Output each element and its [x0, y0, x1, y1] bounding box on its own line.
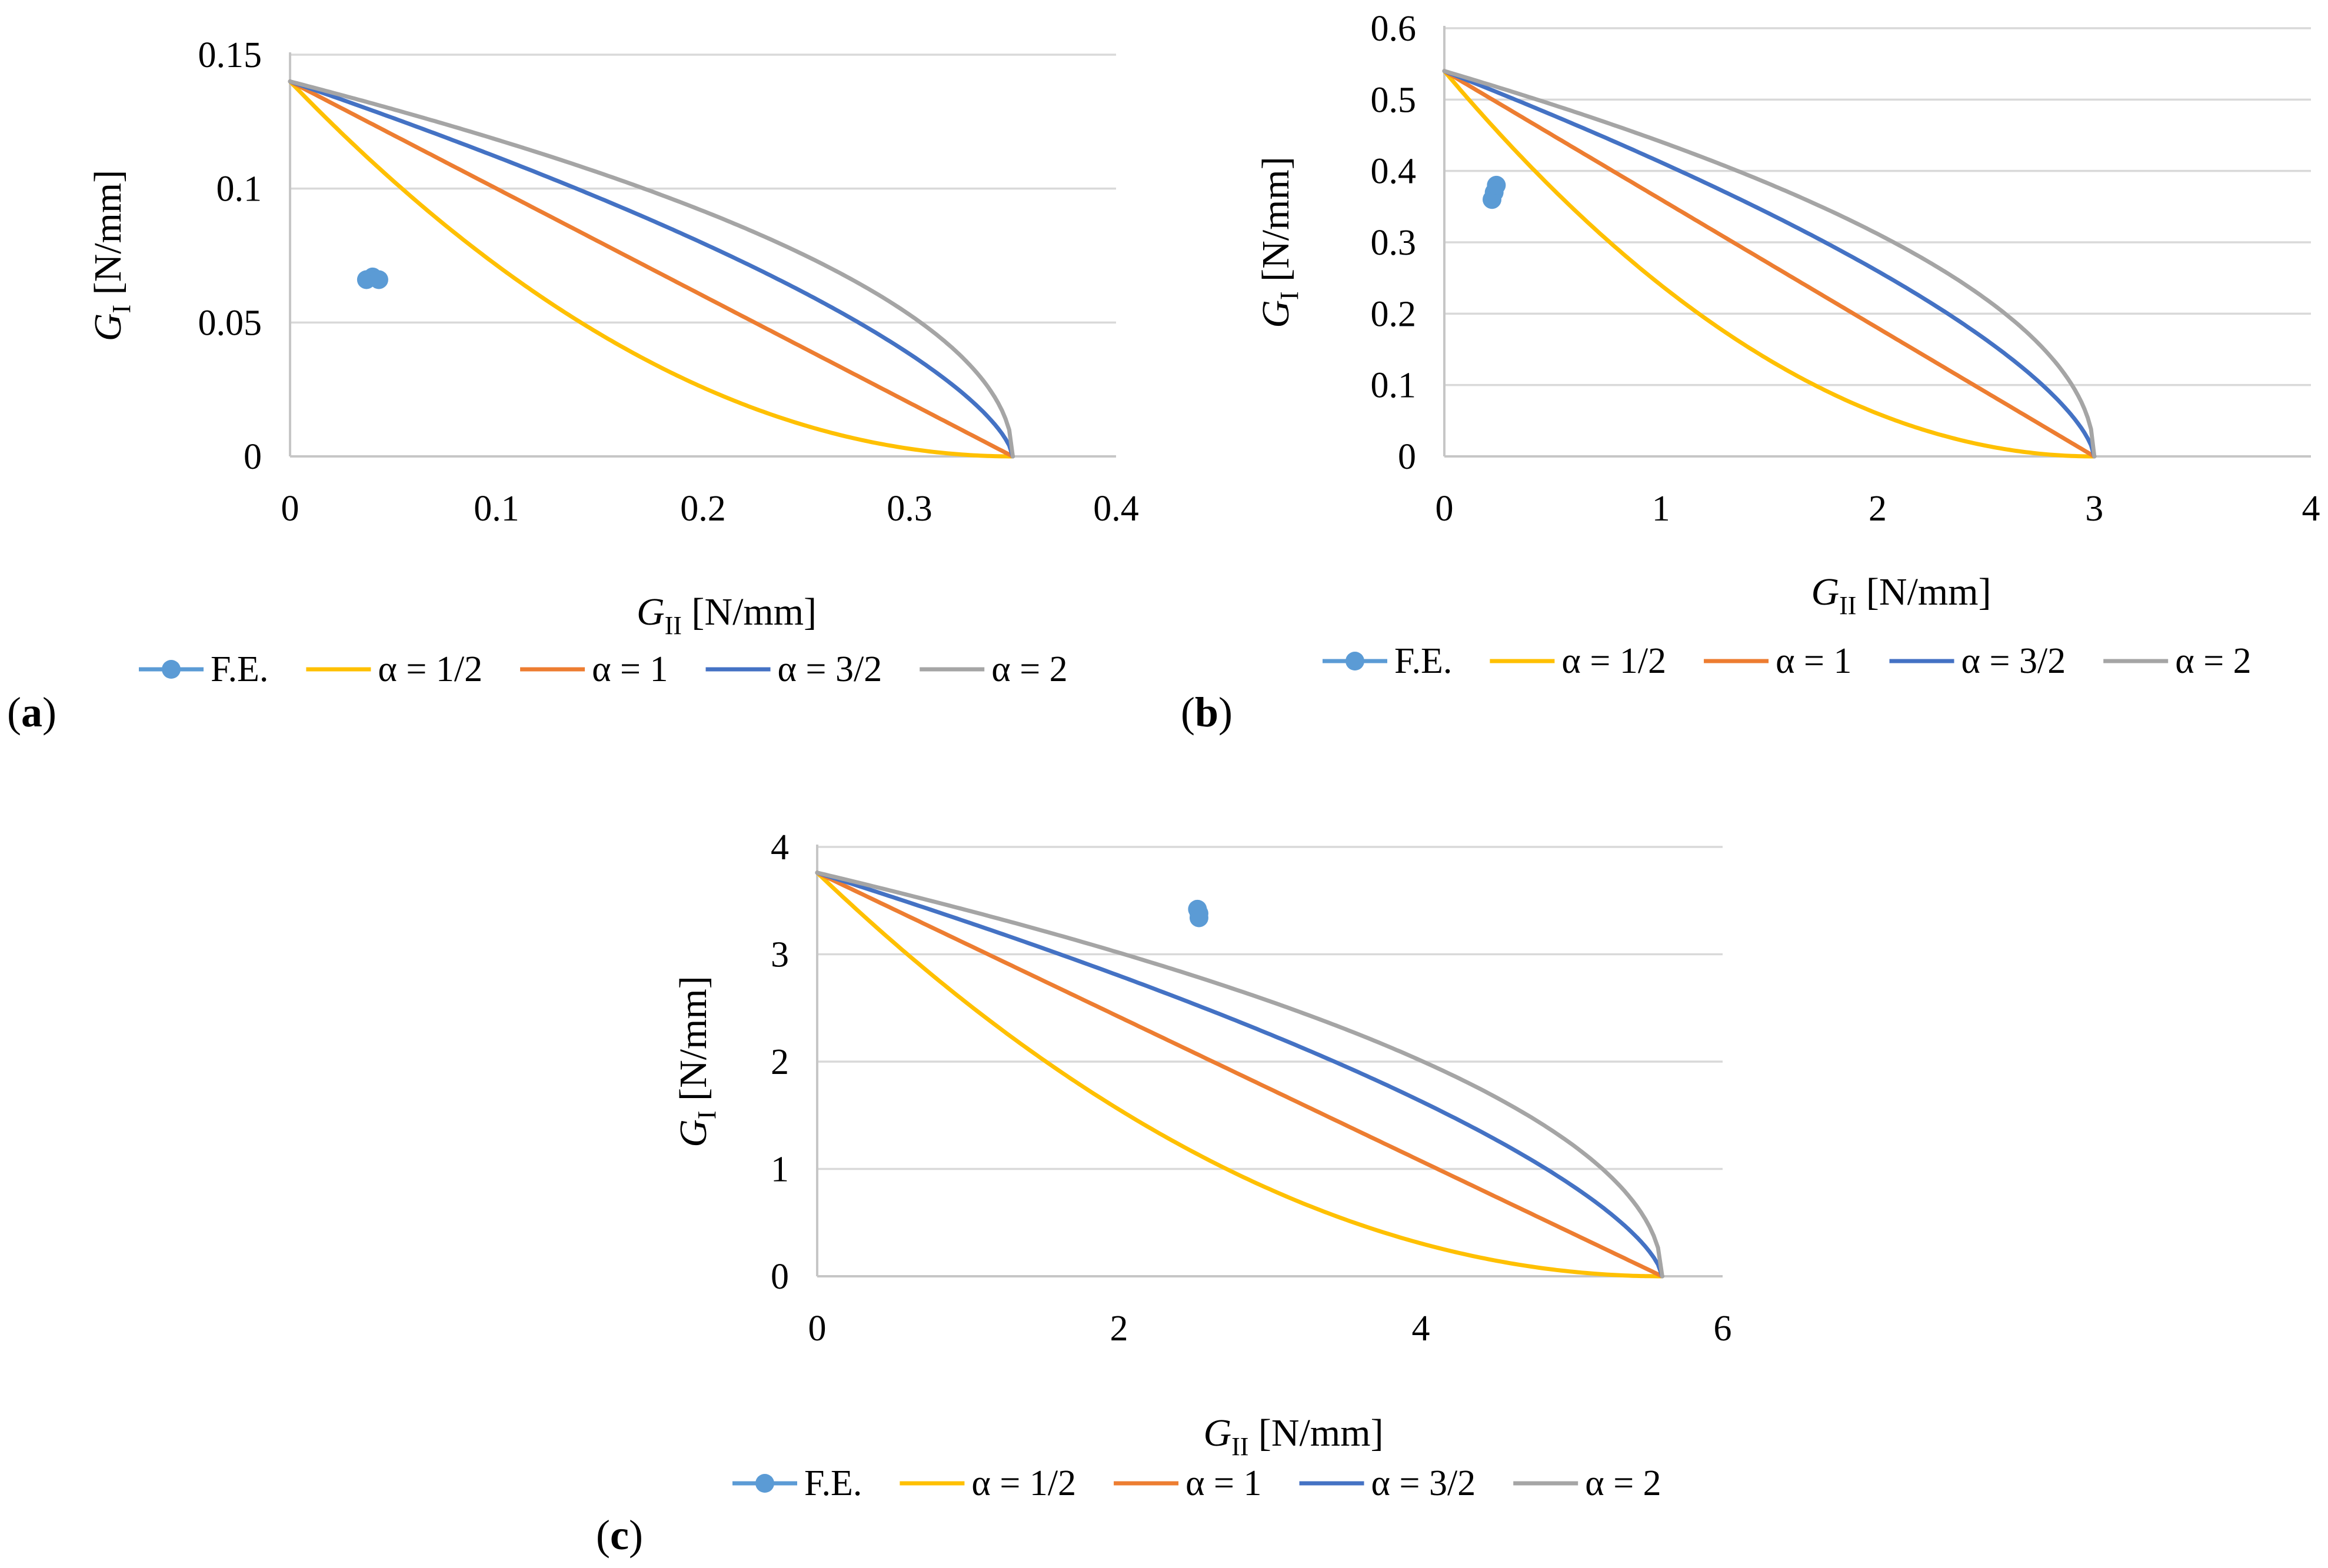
legend-label: α = 1/2	[1561, 641, 1666, 681]
legend-marker	[1345, 652, 1364, 670]
legend: F.E. α = 1/2 α = 1 α = 3/2 α = 2	[1323, 641, 2252, 681]
legend-item: F.E.	[732, 1463, 862, 1503]
x-tick-label: 2	[1869, 489, 1887, 529]
x-tick-label: 0.3	[887, 489, 932, 529]
legend-item: α = 1/2	[900, 1463, 1076, 1503]
x-axis-title: GII [N/mm]	[1811, 571, 1991, 620]
y-tick-label: 0	[244, 437, 262, 477]
legend-label: α = 3/2	[1371, 1463, 1476, 1503]
legend-label: α = 3/2	[1961, 641, 2066, 681]
series-line-alpha-2	[288, 79, 1015, 459]
legend-label: F.E.	[211, 649, 268, 689]
y-tick-label: 0.4	[1371, 152, 1417, 192]
y-tick-label: 1	[771, 1150, 789, 1190]
x-tick-label: 0	[808, 1309, 827, 1349]
x-tick-label: 1	[1652, 489, 1670, 529]
legend-label: α = 1	[592, 649, 668, 689]
x-tick-label: 0.1	[474, 489, 519, 529]
y-tick-label: 0	[1398, 437, 1416, 477]
legend-item: F.E.	[1323, 641, 1452, 681]
panel-label: (a)	[7, 689, 56, 736]
series-line-alpha-half	[815, 870, 1664, 1279]
legend-marker	[755, 1474, 774, 1493]
series-line-alpha-half	[1442, 69, 2097, 459]
legend-item: α = 3/2	[705, 649, 882, 689]
y-tick-label: 0	[771, 1257, 789, 1297]
legend-label: F.E.	[804, 1463, 862, 1503]
legend: F.E. α = 1/2 α = 1 α = 3/2 α = 2	[732, 1463, 1661, 1503]
x-tick-label: 0.4	[1093, 489, 1139, 529]
legend-label: α = 3/2	[778, 649, 882, 689]
x-tick-label: 4	[1412, 1309, 1430, 1349]
chart-panel-c: 0 1 2 3 4 0 2 4 6 GII [N/mm] GI [N/mm] F.E. α = 1/2 α…	[596, 828, 1732, 1559]
legend: F.E. α = 1/2 α = 1 α = 3/2 α = 2	[139, 649, 1068, 689]
legend-label: F.E.	[1394, 641, 1452, 681]
legend-item: α = 1/2	[306, 649, 482, 689]
legend-label: α = 2	[2175, 641, 2251, 681]
y-axis-title: GI [N/mm]	[86, 170, 136, 341]
series-line-alpha-3-2	[815, 870, 1664, 1279]
x-tick-label: 6	[1714, 1309, 1732, 1349]
x-tick-label: 0	[281, 489, 299, 529]
y-tick-label: 0.15	[198, 35, 262, 75]
legend-item: α = 1	[520, 649, 668, 689]
legend-item: F.E.	[139, 649, 268, 689]
legend-item: α = 2	[2103, 641, 2252, 681]
legend-item: α = 3/2	[1889, 641, 2066, 681]
x-tick-label: 0.2	[680, 489, 726, 529]
legend-label: α = 1/2	[378, 649, 482, 689]
y-axis-title: GI [N/mm]	[672, 976, 721, 1147]
x-axis-title: GII [N/mm]	[1203, 1412, 1383, 1461]
series-line-alpha-1	[1442, 69, 2097, 459]
series-line-alpha-1	[288, 79, 1015, 459]
x-tick-label: 0	[1436, 489, 1454, 529]
series-line-alpha-half	[288, 79, 1015, 459]
y-tick-label: 0.6	[1371, 9, 1417, 49]
y-tick-label: 0.2	[1371, 294, 1417, 334]
x-tick-label: 4	[2302, 489, 2320, 529]
y-tick-label: 0.1	[1371, 366, 1417, 406]
series-line-alpha-1	[815, 870, 1664, 1279]
y-tick-label: 0.05	[198, 303, 262, 343]
legend-item: α = 2	[1513, 1463, 1661, 1503]
legend-item: α = 1	[1704, 641, 1852, 681]
x-tick-label: 2	[1110, 1309, 1128, 1349]
fe-point	[369, 270, 388, 289]
legend-label: α = 1	[1776, 641, 1851, 681]
y-tick-label: 3	[771, 935, 789, 975]
y-tick-label: 0.1	[217, 169, 262, 209]
legend-item: α = 2	[920, 649, 1068, 689]
panel-label: (c)	[596, 1512, 643, 1559]
series-line-alpha-3-2	[288, 79, 1015, 459]
legend-label: α = 1/2	[971, 1463, 1076, 1503]
legend-label: α = 2	[991, 649, 1067, 689]
legend-label: α = 1	[1185, 1463, 1261, 1503]
legend-label: α = 2	[1585, 1463, 1661, 1503]
legend-item: α = 3/2	[1299, 1463, 1476, 1503]
series-line-alpha-3-2	[1442, 69, 2097, 459]
panel-label: (b)	[1181, 689, 1233, 736]
series-line-alpha-2	[1442, 69, 2097, 459]
x-tick-label: 3	[2085, 489, 2103, 529]
y-tick-label: 2	[771, 1042, 789, 1082]
y-tick-label: 0.5	[1371, 80, 1417, 120]
legend-item: α = 1/2	[1490, 641, 1666, 681]
legend-item: α = 1	[1114, 1463, 1262, 1503]
series-line-alpha-2	[815, 870, 1664, 1279]
x-axis-title: GII [N/mm]	[637, 590, 817, 640]
y-tick-label: 0.3	[1371, 223, 1417, 263]
y-tick-label: 4	[771, 828, 789, 868]
y-axis-title: GI [N/mm]	[1254, 156, 1304, 328]
chart-panel-a: 0 0.05 0.1 0.15 0 0.1 0.2 0.3 0.4 GII [N/mm] GI [N…	[7, 35, 1139, 736]
fe-point	[1189, 908, 1208, 928]
fe-point	[1487, 175, 1506, 195]
legend-marker	[162, 660, 181, 679]
chart-panel-b: 0 0.1 0.2 0.3 0.4 0.5 0.6 0 1 2 3 4 GII [N/mm] GI [N/…	[1181, 9, 2320, 736]
